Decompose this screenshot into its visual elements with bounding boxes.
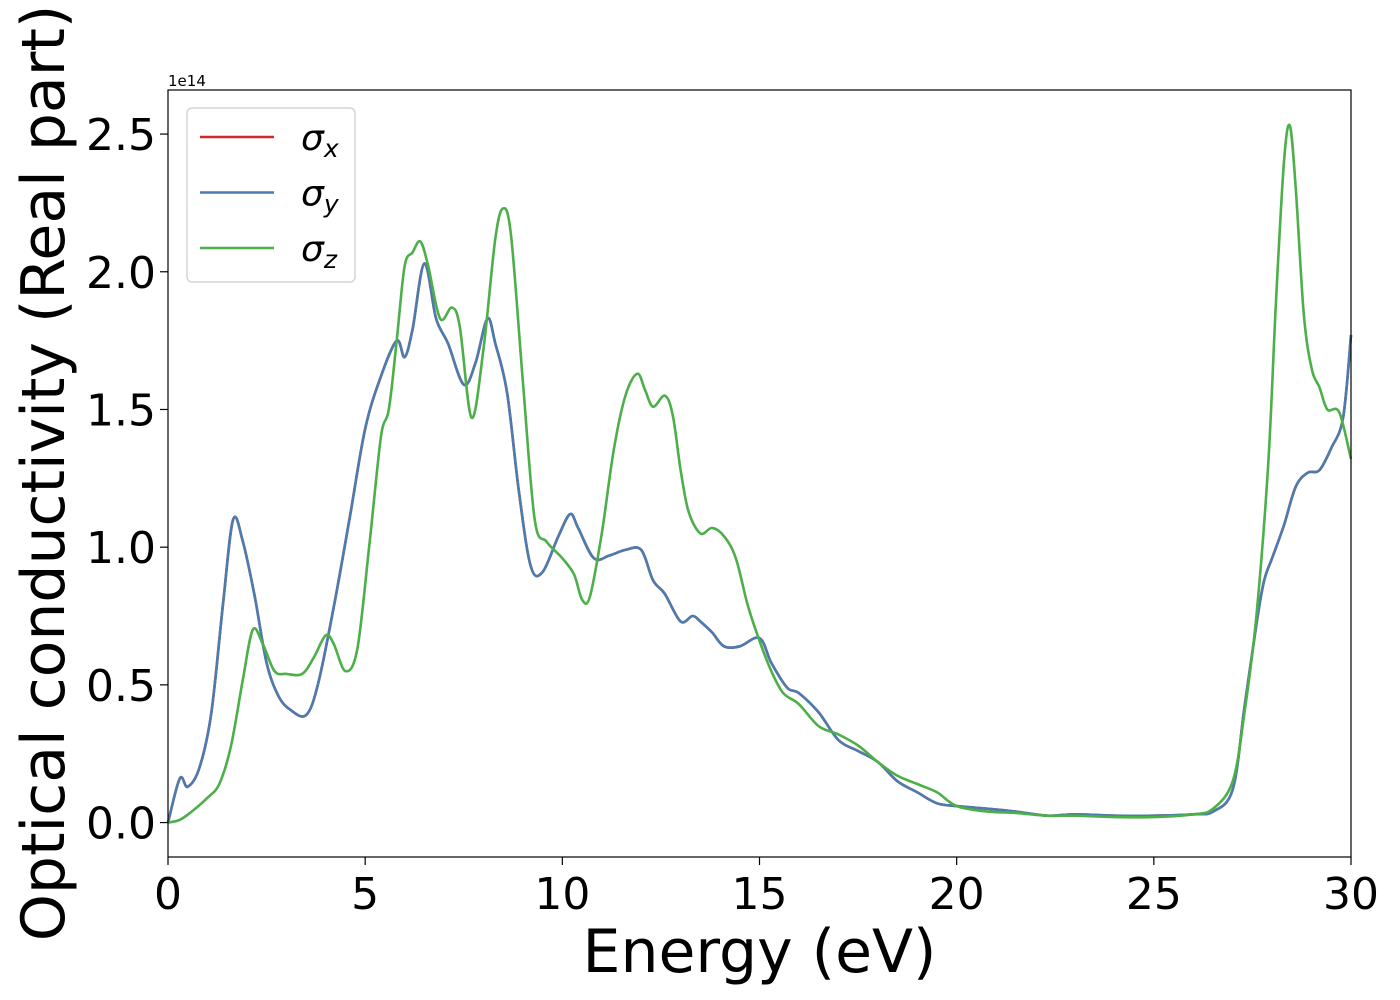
y-tick-label: 2.0 bbox=[86, 248, 156, 299]
axis-offset-label: 1e14 bbox=[168, 72, 206, 90]
series-layer bbox=[166, 123, 1353, 824]
series-line-z bbox=[167, 123, 1353, 824]
legend-label: σy bbox=[301, 174, 340, 219]
y-axis-ticks: 0.0 0.5 1.0 1.5 2.0 2.5 bbox=[86, 110, 168, 850]
x-tick-label: 5 bbox=[351, 869, 379, 920]
plot-area bbox=[168, 90, 1351, 857]
x-tick-label: 20 bbox=[929, 869, 985, 920]
x-tick-label: 15 bbox=[732, 869, 788, 920]
legend-label: σx bbox=[301, 118, 339, 163]
legend: σx σy σz bbox=[186, 107, 356, 283]
x-tick-label: 0 bbox=[154, 869, 182, 920]
x-tick-label: 25 bbox=[1126, 869, 1182, 920]
x-tick-label: 30 bbox=[1323, 869, 1379, 920]
y-axis-label: Optical conductivity (Real part) bbox=[9, 5, 79, 942]
y-tick-label: 0.0 bbox=[86, 799, 156, 850]
x-tick-label: 10 bbox=[534, 869, 590, 920]
legend-item-x: σx bbox=[200, 118, 339, 163]
legend-label: σz bbox=[301, 229, 338, 274]
y-tick-label: 1.5 bbox=[86, 385, 156, 436]
y-tick-label: 2.5 bbox=[86, 110, 156, 161]
legend-frame bbox=[186, 107, 356, 283]
x-axis-label: Energy (eV) bbox=[583, 917, 937, 987]
legend-item-z: σz bbox=[200, 229, 338, 274]
y-tick-label: 1.0 bbox=[86, 523, 156, 574]
y-tick-label: 0.5 bbox=[86, 661, 156, 712]
x-axis-ticks: 0 5 10 15 20 25 30 bbox=[154, 857, 1379, 920]
legend-item-y: σy bbox=[200, 174, 340, 219]
